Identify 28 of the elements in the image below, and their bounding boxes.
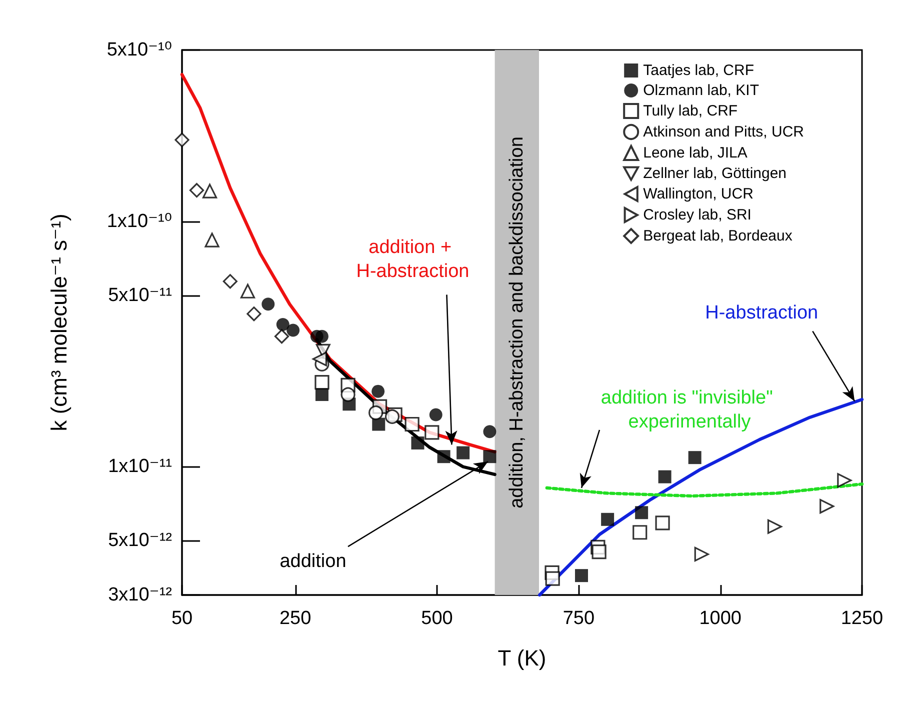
annotation: H-abstraction xyxy=(705,302,818,324)
x-tick-label: 250 xyxy=(279,608,312,629)
y-axis-title: k (cm³ molecule⁻¹ s⁻¹) xyxy=(46,214,72,432)
y-tick-label: 1x10⁻¹⁰ xyxy=(106,210,172,232)
legend-label: Leone lab, JILA xyxy=(643,144,748,162)
legend-label: Crosley lab, SRI xyxy=(643,206,752,224)
x-tick-label: 750 xyxy=(562,608,595,629)
annotation: addition is "invisible" experimentally xyxy=(600,387,778,432)
legend-label: Bergeat lab, Bordeaux xyxy=(643,228,793,244)
legend-label: Wallington, UCR xyxy=(643,186,754,202)
band-label: addition, H-abstraction and backdissociation xyxy=(506,136,528,508)
y-tick-label: 5x10⁻¹² xyxy=(108,530,172,552)
x-tick-label: 500 xyxy=(421,608,453,629)
annotation: addition xyxy=(280,551,346,572)
y-tick-label: 3x10⁻¹² xyxy=(108,584,172,606)
y-tick-label: 5x10⁻¹¹ xyxy=(108,284,172,306)
legend-label: Zellner lab, Göttingen xyxy=(643,165,787,182)
annotation: addition + H-abstraction xyxy=(356,237,470,282)
y-tick-label: 1x10⁻¹¹ xyxy=(108,456,172,478)
y-tick-label: 5x10⁻¹⁰ xyxy=(106,40,172,60)
x-tick-label: 50 xyxy=(171,608,193,629)
legend-label: Taatjes lab, CRF xyxy=(643,62,754,79)
x-axis-title: T (K) xyxy=(498,646,546,670)
x-tick-label: 1250 xyxy=(840,608,884,629)
legend-label: Tully lab, CRF xyxy=(643,102,738,120)
legend-label: Atkinson and Pitts, UCR xyxy=(643,124,804,140)
x-tick-label: 1000 xyxy=(699,608,742,629)
legend-label: Olzmann lab, KIT xyxy=(643,82,759,99)
